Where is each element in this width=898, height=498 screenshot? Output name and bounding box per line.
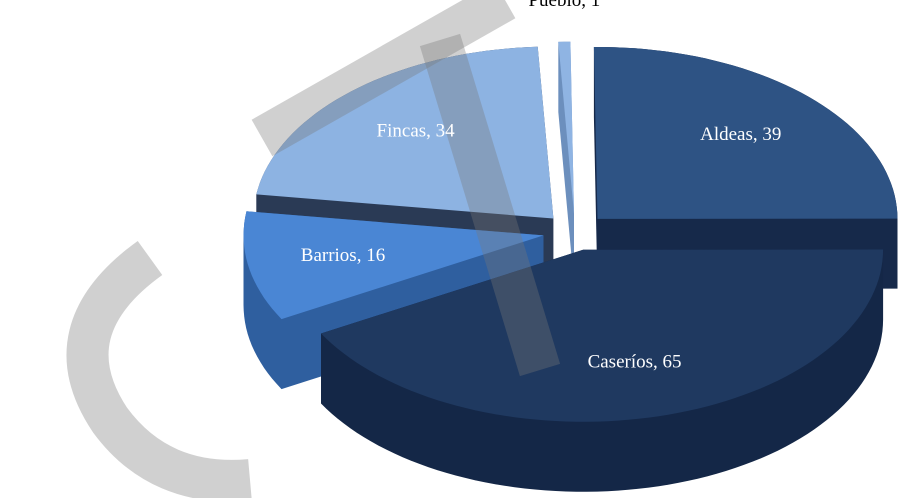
data-label: Fincas, 34 — [377, 121, 456, 142]
slice — [321, 249, 884, 422]
watermark — [66, 0, 561, 498]
watermark-stroke — [66, 240, 252, 498]
slice — [243, 211, 544, 320]
pie — [243, 41, 898, 492]
data-label: Barrios, 16 — [301, 245, 385, 266]
watermark-stroke — [419, 33, 561, 377]
data-label: Aldeas, 39 — [700, 124, 781, 145]
data-label: Caseríos, 65 — [588, 351, 682, 372]
slice — [256, 46, 554, 219]
data-label: Pueblo, 1 — [528, 0, 600, 11]
slice — [593, 47, 898, 219]
watermark-stroke — [251, 0, 516, 157]
slice — [558, 41, 574, 214]
